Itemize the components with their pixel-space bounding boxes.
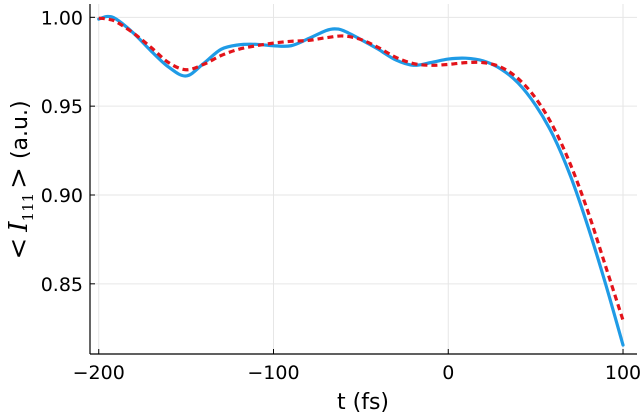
- tick-labels: −200 −100 0 100 0.85 0.90 0.95 1.00: [41, 7, 640, 384]
- y-tick-label-2: 0.95: [41, 96, 83, 118]
- series-lines: [97, 14, 625, 347]
- y-tick-label-0: 0.85: [41, 274, 83, 296]
- x-tick-label-3: 100: [605, 362, 640, 384]
- axes: [89, 4, 637, 355]
- grid-lines: [90, 4, 637, 354]
- x-tick-label-1: −100: [247, 362, 299, 384]
- y-label-unit: (a.u.): [8, 100, 33, 159]
- x-axis-label: t (fs): [337, 390, 389, 414]
- svg-text:<I111>(a.u.): < I111 > (a.u.): [4, 100, 37, 259]
- y-label-symbol: I: [4, 221, 34, 233]
- y-tick-label-3: 1.00: [41, 7, 83, 29]
- y-label-subscript: 111: [19, 193, 37, 222]
- x-tick-label-0: −200: [73, 362, 125, 384]
- series-line-2: [98, 16, 625, 321]
- x-tick-label-2: 0: [442, 362, 454, 384]
- series-line-1: [97, 14, 625, 347]
- y-axis-label: < I111 > (a.u.): [4, 100, 37, 259]
- y-label-close: >: [4, 167, 34, 189]
- y-tick-label-1: 0.90: [41, 185, 83, 207]
- y-label-open: <: [4, 238, 34, 260]
